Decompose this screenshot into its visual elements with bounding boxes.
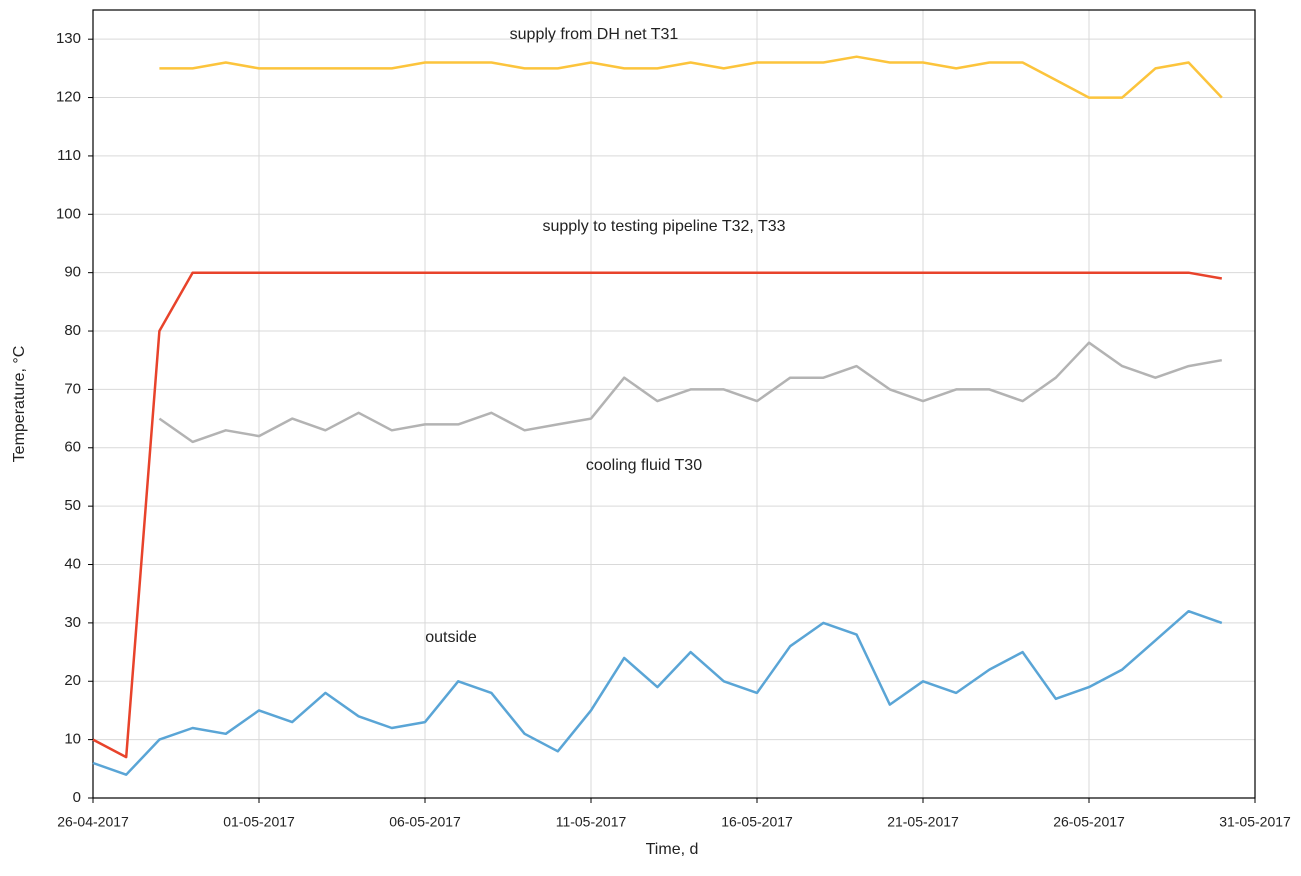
series-label: supply from DH net T31 <box>510 26 679 43</box>
x-tick-label: 21-05-2017 <box>887 814 959 830</box>
series-label: cooling fluid T30 <box>586 457 702 474</box>
y-tick-label: 80 <box>64 322 81 339</box>
y-tick-label: 40 <box>64 555 81 572</box>
y-tick-label: 50 <box>64 497 81 514</box>
x-tick-label: 16-05-2017 <box>721 814 793 830</box>
plot-border <box>92 9 1256 799</box>
series-line <box>92 271 1223 759</box>
x-tick-label: 31-05-2017 <box>1219 814 1291 830</box>
series-line <box>92 609 1223 776</box>
series-line <box>159 55 1223 99</box>
series-label: supply to testing pipeline T32, T33 <box>542 218 785 235</box>
x-axis-title: Time, d <box>646 841 699 858</box>
y-tick-label: 120 <box>56 89 81 106</box>
y-tick-label: 30 <box>64 614 81 631</box>
x-tick-label: 06-05-2017 <box>389 814 461 830</box>
x-tick-label: 26-05-2017 <box>1053 814 1125 830</box>
plot-area: 0 10 20 30 40 50 60 70 80 90 100 110 120 130 26-04-201… <box>56 9 1291 830</box>
x-tick-label: 11-05-2017 <box>556 814 627 830</box>
y-tick-label: 100 <box>56 205 81 222</box>
y-tick-label: 130 <box>56 30 81 47</box>
y-tick-label: 20 <box>64 672 81 689</box>
y-tick-label: 90 <box>64 264 81 281</box>
y-tick-label: 10 <box>64 731 81 748</box>
series-line <box>158 341 1223 444</box>
y-tick-label: 110 <box>57 147 81 164</box>
series-label: outside <box>425 629 477 646</box>
y-tick-label: 60 <box>64 439 81 456</box>
x-tick-label: 01-05-2017 <box>223 814 295 830</box>
x-tick-label: 26-04-2017 <box>57 814 129 830</box>
y-tick-label: 0 <box>73 789 81 806</box>
y-tick-label: 70 <box>64 380 81 397</box>
y-axis-title: Temperature, °C <box>11 346 28 463</box>
